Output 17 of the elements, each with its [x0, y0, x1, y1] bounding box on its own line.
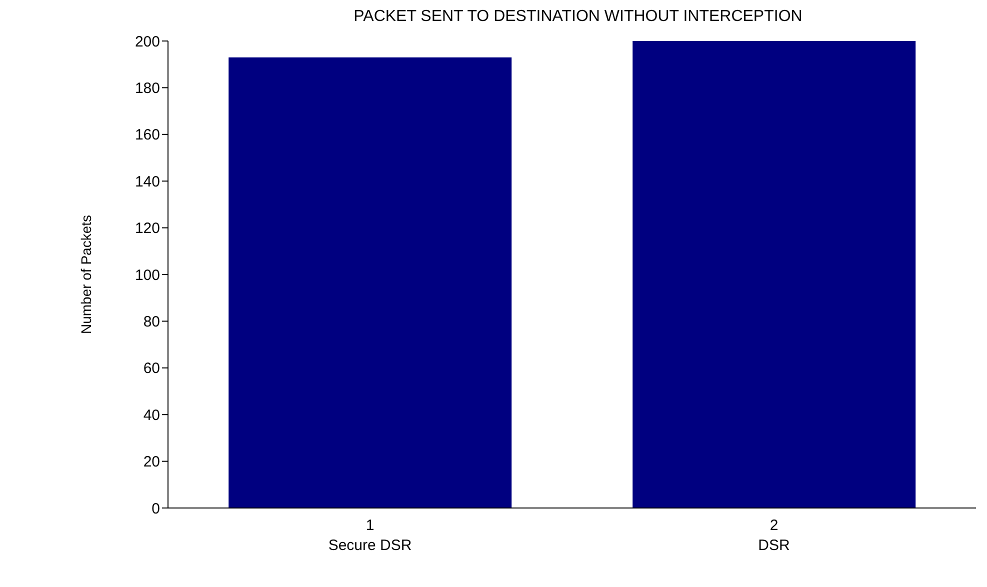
y-tick-label: 100	[134, 266, 160, 284]
y-tick-label: 120	[134, 220, 160, 238]
y-axis-title: Number of Packets	[78, 214, 94, 334]
y-tick-label: 20	[143, 454, 160, 471]
y-tick-label: 180	[134, 80, 160, 98]
text: DSR	[758, 537, 790, 554]
y-tick-label: 200	[134, 33, 160, 50]
text: Secure DSR	[328, 537, 412, 554]
y-tick-label: 40	[143, 406, 160, 424]
x-tick-label: 2	[770, 517, 778, 534]
chart-title: PACKET SENT TO DESTINATION WITHOUT INTERCEPTION	[352, 8, 804, 26]
y-tick-label: 160	[134, 126, 160, 144]
x-tick-label: 1	[366, 517, 374, 534]
y-tick-label: 80	[143, 314, 160, 331]
y-tick-label: 140	[134, 173, 160, 190]
y-tick-label: 0	[152, 500, 160, 518]
y-tick-label: 60	[143, 360, 160, 378]
